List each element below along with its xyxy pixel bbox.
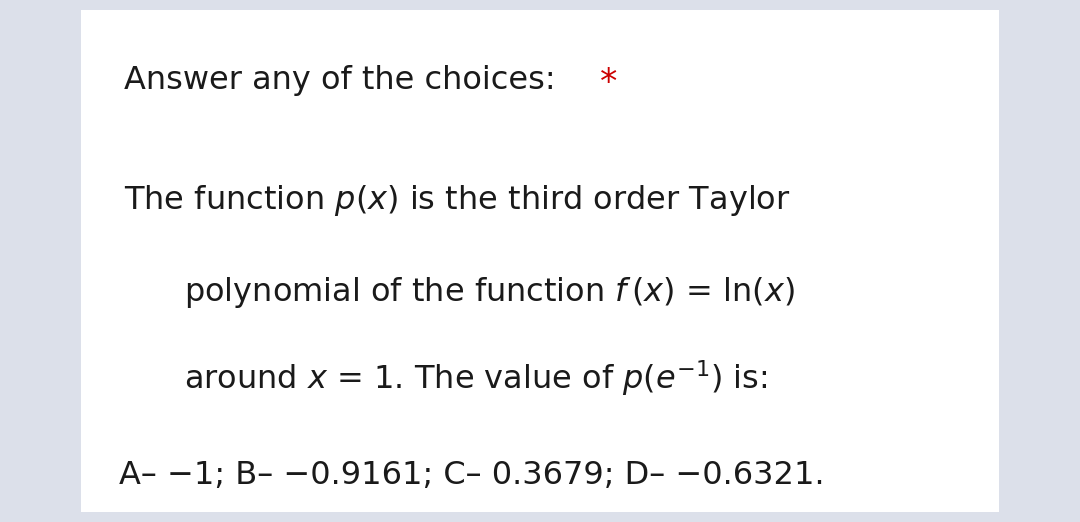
FancyBboxPatch shape [81, 10, 999, 512]
Text: The function $p(x)$ is the third order Taylor: The function $p(x)$ is the third order T… [124, 183, 791, 219]
Text: around $x$ = 1. The value of $p(e^{-1})$ is:: around $x$ = 1. The value of $p(e^{-1})$… [184, 359, 767, 398]
Text: A– −1; B– −0.9161; C– 0.3679; D– −0.6321.: A– −1; B– −0.9161; C– 0.3679; D– −0.6321… [119, 459, 824, 491]
Text: polynomial of the function $f\,(x)$ = ln($x$): polynomial of the function $f\,(x)$ = ln… [184, 275, 794, 310]
Text: Answer any of the choices:: Answer any of the choices: [124, 65, 566, 97]
Text: $*$: $*$ [599, 64, 618, 98]
